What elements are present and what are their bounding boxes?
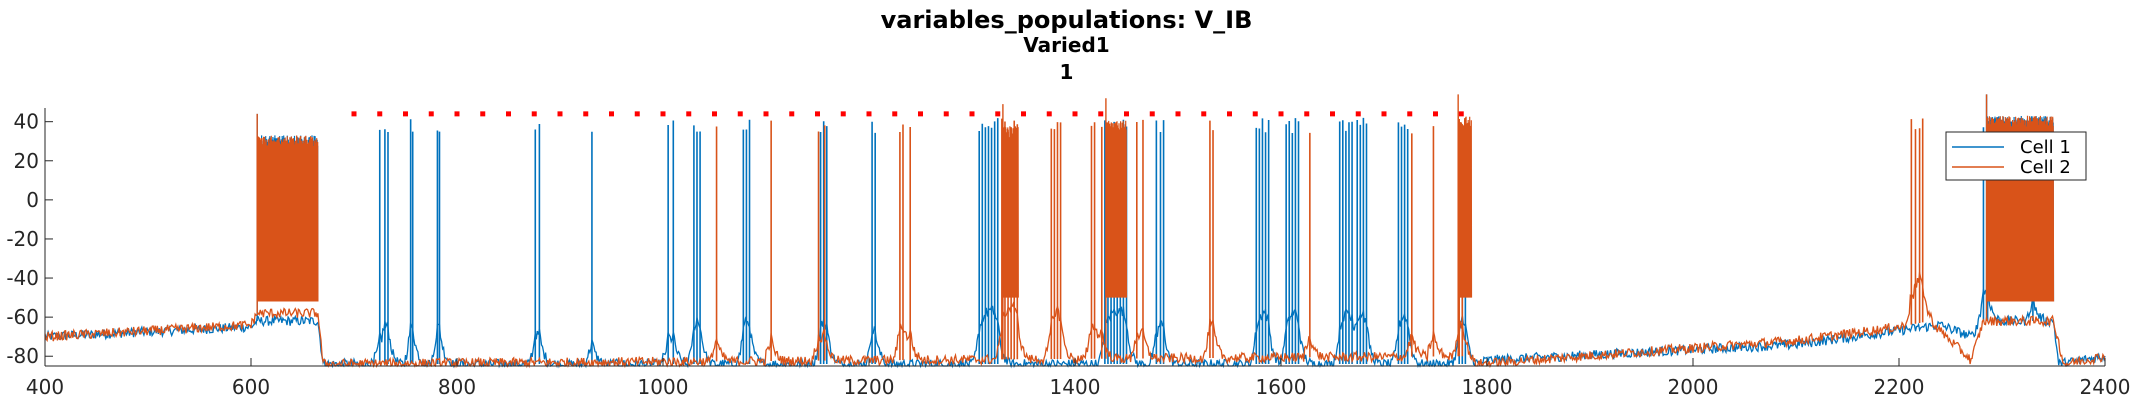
- legend-label: Cell 1: [2020, 137, 2071, 158]
- y-tick-label: 40: [14, 110, 39, 134]
- spike-marker: [1330, 111, 1335, 117]
- x-tick-label: 2200: [1874, 375, 1925, 399]
- spike-marker: [995, 111, 1001, 117]
- chart-title: variables_populations: V_IB: [880, 6, 1253, 34]
- burst: [1105, 120, 1128, 298]
- spike-marker: [531, 111, 537, 117]
- chart-subtitle-2: 1: [1059, 60, 1074, 84]
- y-tick-label: -40: [6, 266, 39, 290]
- spike-marker: [1072, 111, 1078, 117]
- x-tick-label: 2400: [2080, 375, 2131, 399]
- trace-line: [44, 272, 2106, 369]
- series-cell-1: [44, 94, 2106, 369]
- burst: [1002, 125, 1019, 298]
- spike-marker: [840, 111, 846, 117]
- y-tick-label: -80: [6, 344, 39, 368]
- burst: [256, 135, 319, 302]
- spike-marker: [1201, 111, 1207, 117]
- spike-marker: [918, 111, 923, 117]
- legend-label: Cell 2: [2020, 157, 2071, 178]
- spike-marker: [712, 111, 717, 117]
- x-tick-label: 1600: [1256, 375, 1307, 399]
- spike-markers-group: [351, 111, 1464, 117]
- spike-marker: [454, 111, 460, 117]
- x-tick-label: 1000: [638, 375, 689, 399]
- spike-marker: [557, 111, 563, 117]
- spike-marker: [428, 111, 434, 117]
- axes-group: 400 600 800 1000 1200 1400 1600 1800 2000 2200 240…: [6, 108, 2130, 399]
- burst: [1457, 116, 1473, 298]
- spike-marker: [1433, 111, 1438, 117]
- x-tick-label: 600: [232, 375, 270, 399]
- spike-marker: [583, 111, 589, 117]
- spike-marker: [737, 111, 743, 117]
- spike-marker: [789, 111, 795, 117]
- series-cell-2: [44, 94, 2106, 369]
- y-tick-label: 20: [14, 149, 39, 173]
- spike-marker: [1227, 111, 1232, 117]
- spike-marker: [506, 111, 511, 117]
- spike-marker: [866, 111, 872, 117]
- spike-marker: [1175, 111, 1181, 117]
- spike-marker: [1149, 111, 1155, 117]
- traces-group: [44, 94, 2106, 369]
- spike-marker: [815, 111, 820, 117]
- spike-marker: [1252, 111, 1258, 117]
- spike-marker: [480, 111, 486, 117]
- spike-marker: [1021, 111, 1026, 117]
- x-tick-label: 1400: [1050, 375, 1101, 399]
- spike-marker: [1407, 111, 1413, 117]
- spike-marker: [1124, 111, 1129, 117]
- spike-marker: [1381, 111, 1387, 117]
- spike-marker: [686, 111, 692, 117]
- y-tick-label: 0: [26, 188, 39, 212]
- spike-marker: [660, 111, 666, 117]
- y-tick-label: -60: [6, 305, 39, 329]
- spike-marker: [403, 111, 408, 117]
- spike-marker: [634, 111, 640, 117]
- spike-marker: [969, 111, 975, 117]
- x-tick-label: 800: [438, 375, 476, 399]
- y-tick-label: -20: [6, 227, 39, 251]
- x-tick-label: 2000: [1668, 375, 1719, 399]
- spike-marker: [1278, 111, 1284, 117]
- trace-line: [44, 288, 2106, 369]
- spike-marker: [1304, 111, 1310, 117]
- x-tick-label: 1800: [1462, 375, 1513, 399]
- spike-marker: [351, 111, 357, 117]
- spike-marker: [1098, 111, 1104, 117]
- x-tick-label: 1200: [844, 375, 895, 399]
- spike-marker: [377, 111, 383, 117]
- spike-marker: [892, 111, 898, 117]
- legend-box: [1945, 131, 2087, 181]
- spike-marker: [1355, 111, 1361, 117]
- chart-subtitle: Varied1: [1023, 33, 1110, 57]
- spike-marker: [763, 111, 769, 117]
- burst: [1985, 115, 2055, 302]
- spike-marker: [1458, 111, 1464, 117]
- x-tick-label: 400: [26, 375, 64, 399]
- spike-marker: [1046, 111, 1052, 117]
- spike-marker: [943, 111, 949, 117]
- spike-marker: [609, 111, 614, 117]
